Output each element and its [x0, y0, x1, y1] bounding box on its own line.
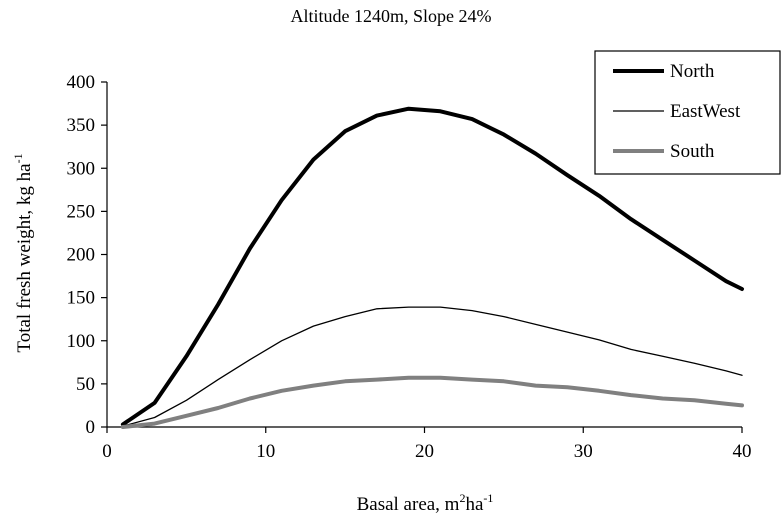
- y-tick-label: 300: [67, 158, 96, 179]
- chart-title: Altitude 1240m, Slope 24%: [291, 6, 492, 26]
- x-tick-label: 40: [733, 441, 752, 462]
- x-axis-label-sup-2: 2: [459, 491, 465, 505]
- legend: North EastWest South: [594, 50, 781, 175]
- x-tick-label: 10: [256, 441, 275, 462]
- y-tick-label: 150: [67, 288, 96, 309]
- y-axis-label: Total fresh weight, kg ha-1: [11, 153, 35, 352]
- legend-label-south: South: [670, 141, 715, 162]
- y-axis-label-sup: -1: [11, 153, 25, 163]
- series-line-north: [120, 106, 744, 427]
- x-axis-label-main: Basal area, m: [357, 494, 460, 515]
- series-line-eastwest: [122, 306, 743, 427]
- y-tick-label: 50: [76, 374, 95, 395]
- x-ticks: 0 10 20 30 40: [102, 427, 752, 462]
- y-tick-label: 0: [86, 417, 96, 438]
- y-tick-label: 100: [67, 331, 96, 352]
- series-line-south: [120, 375, 744, 429]
- y-tick-label: 250: [67, 201, 96, 222]
- x-axis-label-sup-neg1: -1: [483, 491, 493, 505]
- x-axis-label: Basal area, m2ha-1: [357, 491, 494, 515]
- y-tick-label: 400: [67, 72, 96, 93]
- series-lines: [120, 106, 744, 429]
- x-tick-label: 0: [102, 441, 112, 462]
- y-tick-label: 200: [67, 245, 96, 266]
- legend-label-north: North: [670, 61, 715, 82]
- y-tick-label: 350: [67, 115, 96, 136]
- y-ticks: 0 50 100 150 200 250 300 350 400: [67, 72, 107, 438]
- x-tick-label: 30: [574, 441, 593, 462]
- y-axis-label-main: Total fresh weight, kg ha: [14, 163, 35, 353]
- legend-label-eastwest: EastWest: [670, 101, 741, 122]
- x-tick-label: 20: [415, 441, 434, 462]
- x-axis-label-mid: ha: [465, 494, 484, 515]
